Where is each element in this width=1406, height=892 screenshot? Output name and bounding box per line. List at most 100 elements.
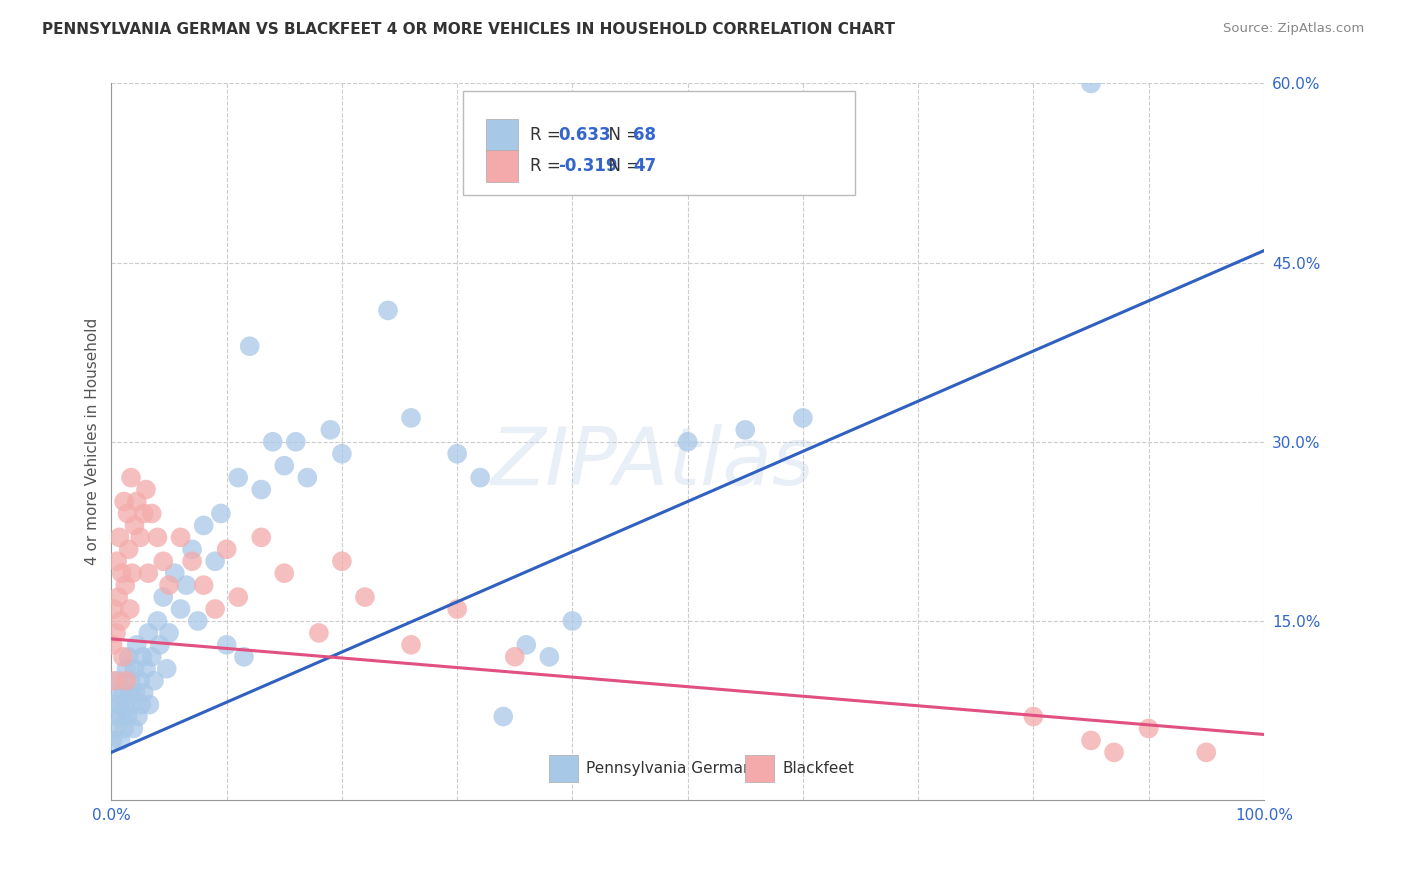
Point [1080, 733, 1102, 747]
Point [121, 566, 143, 581]
Point [132, 507, 155, 521]
Point [492, 709, 515, 723]
Point [193, 518, 215, 533]
Point [107, 590, 129, 604]
Point [308, 626, 330, 640]
Point [114, 578, 136, 592]
Point [470, 470, 492, 484]
Point [792, 411, 814, 425]
FancyBboxPatch shape [550, 755, 578, 782]
Point [157, 626, 180, 640]
Point [118, 649, 141, 664]
Text: 0.633: 0.633 [558, 126, 612, 144]
Point [446, 447, 468, 461]
Point [118, 602, 141, 616]
Point [141, 649, 163, 664]
Point [273, 566, 295, 581]
Point [135, 662, 157, 676]
Point [115, 662, 138, 676]
Point [104, 673, 127, 688]
Text: -0.319: -0.319 [558, 157, 619, 175]
Point [112, 722, 135, 736]
Point [156, 662, 179, 676]
Point [297, 470, 319, 484]
Point [110, 614, 132, 628]
Point [101, 638, 124, 652]
Point [146, 530, 169, 544]
Point [181, 554, 204, 568]
Point [233, 649, 256, 664]
Text: 68: 68 [634, 126, 657, 144]
Point [250, 483, 273, 497]
Point [121, 698, 143, 712]
Point [163, 566, 186, 581]
Point [262, 434, 284, 449]
Point [108, 530, 131, 544]
Point [115, 673, 138, 688]
FancyBboxPatch shape [486, 150, 519, 182]
Text: N =: N = [598, 126, 645, 144]
Point [226, 590, 249, 604]
Point [136, 626, 159, 640]
Text: Source: ZipAtlas.com: Source: ZipAtlas.com [1223, 22, 1364, 36]
Text: Pennsylvania Germans: Pennsylvania Germans [586, 761, 761, 776]
Point [129, 530, 152, 544]
Point [149, 638, 172, 652]
Point [1137, 722, 1160, 736]
FancyBboxPatch shape [486, 120, 519, 152]
Point [107, 673, 129, 688]
Point [103, 602, 125, 616]
Point [125, 494, 148, 508]
Point [124, 686, 146, 700]
Point [204, 602, 226, 616]
Text: PENNSYLVANIA GERMAN VS BLACKFEET 4 OR MORE VEHICLES IN HOUSEHOLD CORRELATION CHA: PENNSYLVANIA GERMAN VS BLACKFEET 4 OR MO… [42, 22, 896, 37]
Point [138, 698, 160, 712]
Point [169, 530, 191, 544]
FancyBboxPatch shape [745, 755, 775, 782]
FancyBboxPatch shape [463, 91, 855, 194]
Point [111, 709, 134, 723]
Point [101, 733, 124, 747]
Point [193, 578, 215, 592]
Point [125, 638, 148, 652]
Point [111, 566, 134, 581]
Point [105, 686, 128, 700]
Point [1195, 745, 1218, 759]
Point [141, 507, 163, 521]
Point [446, 602, 468, 616]
Point [354, 590, 377, 604]
Point [124, 662, 146, 676]
Point [734, 423, 756, 437]
Point [136, 566, 159, 581]
Text: Blackfeet: Blackfeet [782, 761, 853, 776]
Point [176, 578, 198, 592]
Point [122, 722, 145, 736]
Point [110, 733, 132, 747]
Point [273, 458, 295, 473]
Point [561, 614, 583, 628]
Point [538, 649, 561, 664]
Point [169, 602, 191, 616]
Point [250, 530, 273, 544]
Text: ZIPAtlas: ZIPAtlas [491, 425, 815, 502]
Point [209, 507, 232, 521]
Point [143, 673, 166, 688]
Text: 47: 47 [634, 157, 657, 175]
Text: R =: R = [530, 126, 565, 144]
Point [152, 554, 174, 568]
Point [132, 686, 155, 700]
Point [215, 542, 238, 557]
Point [1080, 77, 1102, 91]
Point [135, 483, 157, 497]
Point [118, 542, 141, 557]
Point [1022, 709, 1045, 723]
Point [118, 686, 141, 700]
Point [108, 698, 131, 712]
Point [503, 649, 526, 664]
Point [103, 698, 125, 712]
Point [399, 411, 422, 425]
Point [120, 470, 142, 484]
Point [399, 638, 422, 652]
Point [105, 709, 128, 723]
Point [117, 709, 139, 723]
